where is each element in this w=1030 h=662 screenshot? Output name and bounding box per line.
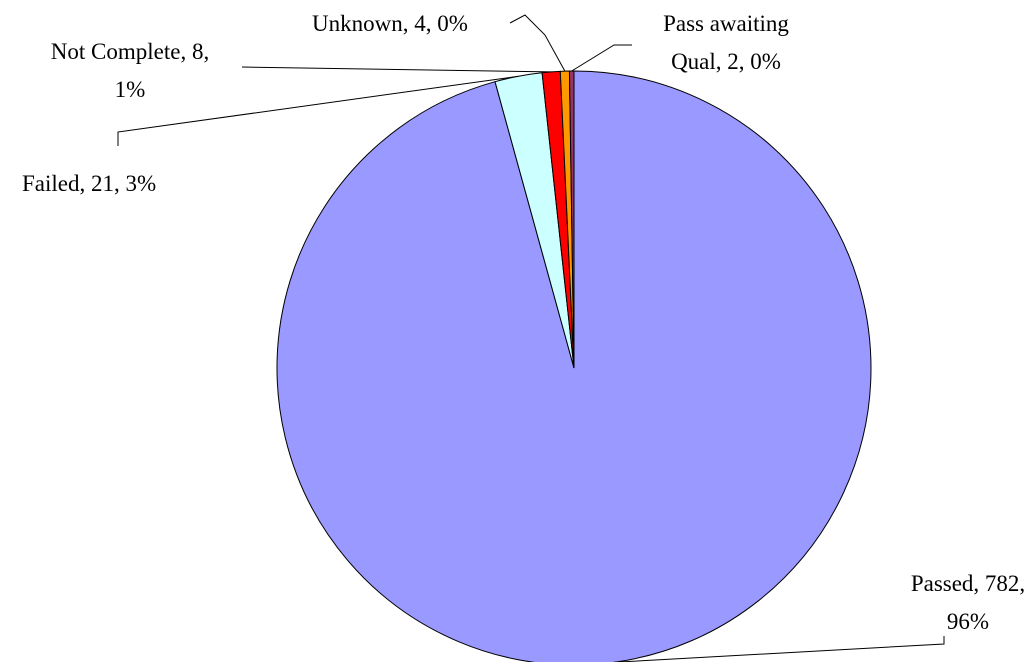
leader-lines [117, 14, 945, 662]
pie-slice-passed [276, 70, 872, 662]
data-label-unknown: Unknown, 4, 0% [312, 11, 468, 36]
leader-line-passed [613, 636, 945, 662]
data-label-failed: Failed, 21, 3% [22, 171, 156, 196]
pie-slices [276, 70, 872, 662]
data-label-not-complete: Not Complete, 8, 1% [51, 39, 209, 102]
data-label-passed: Passed, 782, 96% [911, 571, 1025, 634]
leader-line-not-complete [241, 66, 552, 73]
data-label-pass-awaiting-qual: Pass awaiting Qual, 2, 0% [663, 11, 789, 74]
leader-line-pass-awaiting-qual [571, 44, 632, 72]
data-labels: Passed, 782, 96% Failed, 21, 3% Not Complet… [22, 11, 1025, 634]
leader-line-failed [117, 75, 519, 146]
leader-line-unknown [509, 14, 566, 72]
